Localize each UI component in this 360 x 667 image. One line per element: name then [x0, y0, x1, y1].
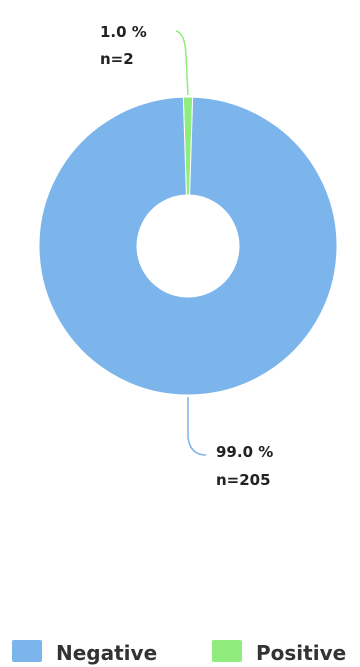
- legend: Negative Positive: [12, 640, 346, 665]
- label-connectors: [175, 30, 207, 456]
- negative-percent-label: 99.0 %: [216, 443, 273, 461]
- legend-swatch-positive: [212, 640, 242, 662]
- donut-slices: [38, 96, 338, 396]
- donut-slice-negative[interactable]: [38, 96, 338, 396]
- negative-count-label: n=205: [216, 471, 271, 489]
- legend-label-negative: Negative: [56, 641, 157, 665]
- legend-label-positive: Positive: [256, 641, 346, 665]
- legend-item-positive[interactable]: Positive: [212, 640, 346, 665]
- positive-count-label: n=2: [100, 50, 134, 68]
- legend-swatch-negative: [12, 640, 42, 662]
- connector-negative: [187, 397, 207, 456]
- positive-percent-label: 1.0 %: [100, 23, 147, 41]
- legend-item-negative[interactable]: Negative: [12, 640, 157, 665]
- connector-positive: [175, 30, 189, 96]
